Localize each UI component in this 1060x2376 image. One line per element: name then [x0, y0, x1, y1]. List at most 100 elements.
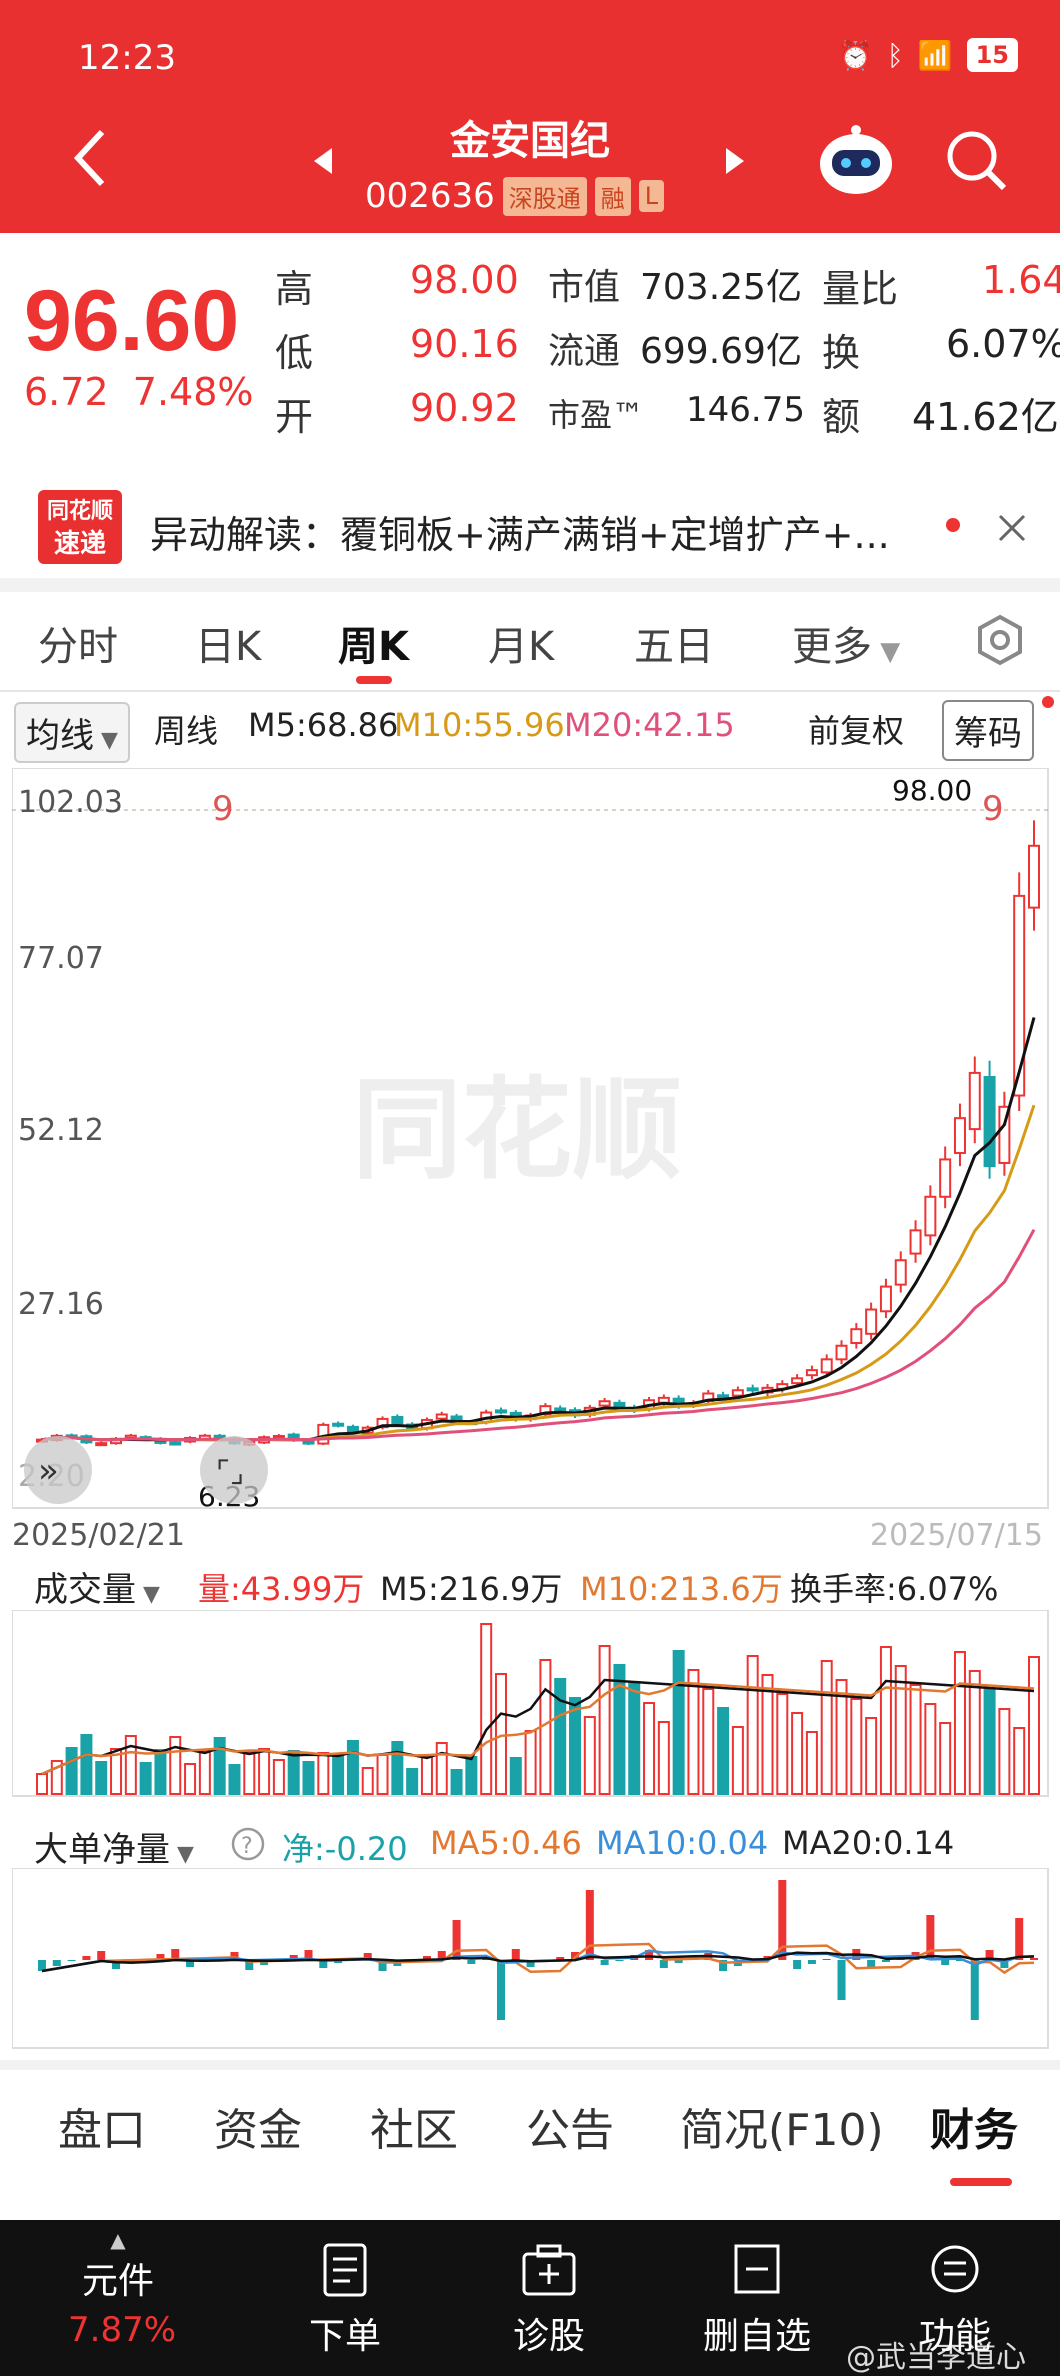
- next-stock-icon[interactable]: [724, 146, 746, 176]
- net-bar: [615, 1960, 624, 1961]
- news-unread-dot: [946, 518, 960, 532]
- nav-order[interactable]: 下单: [290, 2242, 400, 2359]
- tab-five-day[interactable]: 五日: [634, 624, 714, 670]
- volume-bar: [613, 1664, 626, 1795]
- net-bar: [452, 1920, 461, 1960]
- net-bar: [941, 1960, 950, 1965]
- net-bar: [304, 1950, 313, 1960]
- net-bar: [985, 1950, 994, 1960]
- bigorder-ma20: MA20:0.14: [782, 1824, 955, 1862]
- axis-label: 77.07: [18, 941, 104, 976]
- volume-bar: [983, 1689, 996, 1795]
- close-icon[interactable]: [996, 512, 1028, 544]
- net-bar: [496, 1960, 505, 2020]
- chips-button[interactable]: 筹码: [942, 700, 1034, 761]
- event-flag: 9: [982, 789, 1004, 829]
- kline-chart[interactable]: 同花顺 102.03 77.07 52.12 27.16 2.20 9 9 98…: [12, 768, 1052, 1512]
- tab-order-book[interactable]: 盘口: [58, 2105, 146, 2156]
- volume-bar: [406, 1768, 419, 1795]
- volume-bar: [583, 1716, 596, 1795]
- volume-bar: [272, 1759, 285, 1795]
- ma-dropdown[interactable]: 均线 ▼: [14, 702, 130, 763]
- start-date: 2025/02/21: [12, 1518, 185, 1553]
- net-bar: [881, 1960, 890, 1962]
- candle: [95, 1442, 108, 1447]
- volume-bar: [465, 1756, 478, 1795]
- volume-bar: [110, 1748, 123, 1795]
- watermark: 同花顺: [352, 1066, 682, 1194]
- stock-code-row: 002636 深股通 融 L: [365, 176, 665, 216]
- float-label: 流通: [548, 331, 621, 372]
- tag-hk-connect: 深股通: [502, 176, 587, 216]
- bigorder-ma5: MA5:0.46: [430, 1824, 582, 1862]
- tab-daily-k[interactable]: 日K: [195, 624, 262, 670]
- volume-bar: [791, 1712, 804, 1795]
- ma-dropdown-label: 均线: [26, 716, 94, 756]
- candle: [494, 1409, 507, 1414]
- chevron-up-icon: ▲: [110, 2228, 126, 2252]
- volume-bar: [687, 1669, 700, 1795]
- tab-community[interactable]: 社区: [370, 2105, 458, 2156]
- volume-bar: [820, 1660, 833, 1795]
- net-bar: [334, 1960, 343, 1963]
- volume-bar: [657, 1721, 670, 1795]
- tab-profile[interactable]: 简况(F10): [680, 2105, 884, 2156]
- tab-announcements[interactable]: 公告: [526, 2105, 614, 2156]
- prev-stock-icon[interactable]: [312, 146, 334, 176]
- net-bar: [289, 1955, 298, 1960]
- tab-monthly-k[interactable]: 月K: [488, 624, 555, 670]
- candle: [791, 1377, 804, 1385]
- tab-more[interactable]: 更多 ▼: [792, 614, 900, 672]
- candle: [953, 1117, 966, 1154]
- tab-finance[interactable]: 财务: [930, 2105, 1018, 2156]
- net-bar: [82, 1956, 91, 1960]
- robot-assistant-icon[interactable]: [816, 122, 896, 198]
- kline-frame: [12, 768, 1049, 1509]
- volume-ratio-label: 量比: [822, 267, 899, 311]
- menu-icon: [931, 2245, 979, 2293]
- tab-capital[interactable]: 资金: [214, 2105, 302, 2156]
- tab-intraday[interactable]: 分时: [38, 624, 118, 670]
- back-icon[interactable]: [70, 128, 110, 188]
- axis-label: 27.16: [18, 1287, 104, 1322]
- nav-remove-watch[interactable]: 删自选: [692, 2242, 822, 2359]
- net-bar: [511, 1949, 520, 1960]
- max-price-label: 98.00: [892, 774, 972, 807]
- adjust-mode[interactable]: 前复权: [808, 712, 905, 750]
- pe-label: 市盈™: [548, 396, 645, 434]
- float-value: 699.69亿: [640, 331, 802, 372]
- net-bar: [245, 1960, 254, 1970]
- stock-code: 002636: [365, 176, 495, 216]
- ma20-line: [41, 1228, 1036, 1442]
- volume-bar: [65, 1747, 78, 1795]
- ma5-value: M5:68.86: [248, 706, 399, 744]
- net-bar: [38, 1960, 46, 1971]
- divider: [0, 690, 1060, 692]
- fullscreen-button[interactable]: [200, 1436, 268, 1504]
- candle: [850, 1328, 863, 1345]
- volume-bar: [302, 1761, 315, 1795]
- bigorder-dropdown[interactable]: 大单净量 ▼: [24, 1818, 204, 1875]
- volume-bar: [376, 1754, 389, 1795]
- bigorder-chart[interactable]: [12, 1868, 1052, 2052]
- end-date: 2025/07/15: [870, 1518, 1043, 1553]
- scroll-left-button[interactable]: [24, 1436, 92, 1504]
- app-header: 12:23 ⏰ ᛒ 📶 15 金安国纪 002636 深股通 融 L: [0, 0, 1060, 233]
- search-icon[interactable]: [944, 128, 1008, 192]
- help-icon[interactable]: ?: [230, 1826, 266, 1862]
- nav-functions[interactable]: 功能: [900, 2242, 1010, 2359]
- news-headline[interactable]: 异动解读：覆铜板+满产满销+定增扩产+...: [150, 513, 890, 557]
- bigorder-dropdown-label: 大单净量: [34, 1830, 170, 1870]
- nav-stock[interactable]: ▲ 元件 7.87%: [68, 2228, 177, 2350]
- settings-icon[interactable]: [974, 614, 1026, 666]
- volume-dropdown[interactable]: 成交量 ▼: [24, 1558, 170, 1615]
- tab-weekly-k[interactable]: 周K: [338, 624, 409, 670]
- candle: [924, 1195, 937, 1237]
- volume-bar: [1028, 1656, 1040, 1795]
- volume-chart[interactable]: [12, 1610, 1052, 1800]
- candle: [302, 1439, 315, 1445]
- nav-diagnose[interactable]: 诊股: [494, 2242, 604, 2359]
- nav-stock-pct: 7.87%: [68, 2310, 177, 2350]
- remove-watch-icon: [734, 2244, 780, 2294]
- current-price: 96.60: [24, 273, 240, 369]
